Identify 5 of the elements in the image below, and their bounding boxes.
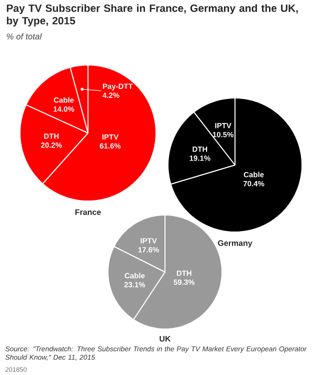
text: UK bbox=[160, 336, 171, 342]
text: France bbox=[75, 209, 101, 215]
text: Pay TV Subscriber Share in France, Germany and the UK, by Type, 2015 bbox=[6, 4, 298, 26]
text: % of total bbox=[6, 33, 42, 40]
text: Germany bbox=[218, 240, 252, 248]
